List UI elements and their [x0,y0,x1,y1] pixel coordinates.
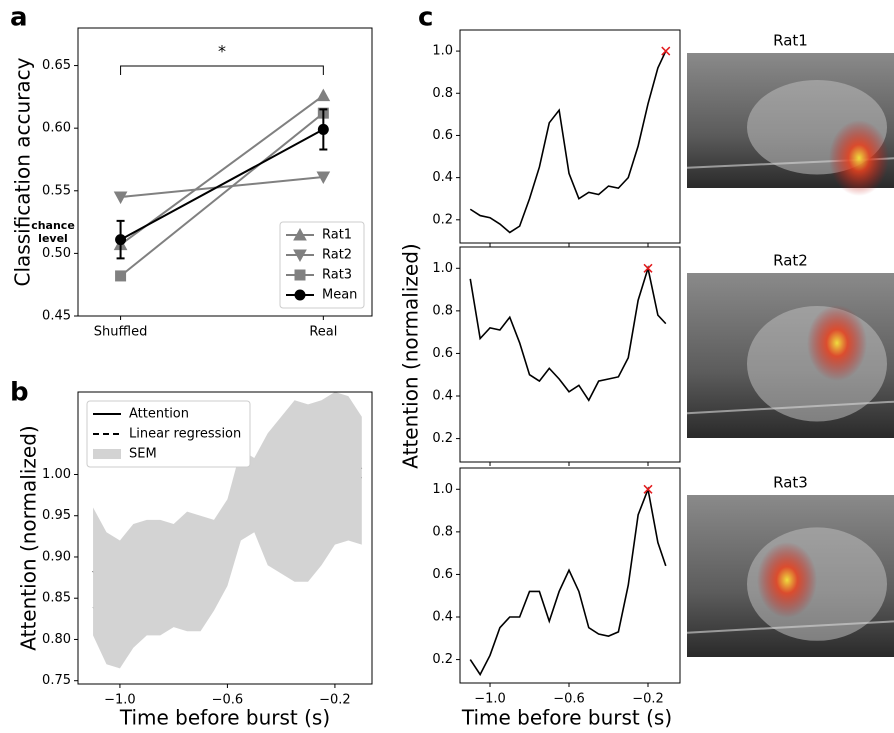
image-title: Rat3 [773,474,808,492]
y-tick-label: 1.0 [432,261,453,276]
panel-label: b [10,378,29,408]
platform-edge [686,400,894,415]
legend-marker [294,289,306,301]
series-line [469,50,667,234]
y-tick-label: 0.4 [432,610,453,625]
plot-frame [459,467,681,684]
series-line [119,94,324,246]
x-axis-label: Time before burst (s) [461,706,672,730]
plot-frame [77,27,373,317]
legend-label: Linear regression [129,427,241,442]
legend-marker [293,227,307,241]
legend-label: Attention [129,407,189,422]
legend-label: Mean [322,288,357,303]
y-axis-label: Attention (normalized) [399,243,423,468]
significance-label: * [218,42,226,61]
data-marker [316,88,331,102]
panel-label: a [10,3,28,33]
y-tick-label: 0.95 [42,508,71,523]
attention-heatmap [757,542,817,618]
y-tick-label: 0.55 [42,183,71,198]
legend-box [86,400,251,468]
y-tick-label: 0.8 [432,524,453,539]
legend-box [279,221,365,309]
attention-heatmap [829,120,889,196]
series-line [119,112,324,277]
y-tick-label: 1.00 [42,467,71,482]
y-tick-label: 0.65 [42,58,71,73]
y-tick-label: 0.60 [42,121,71,136]
attention-heatmap [807,305,867,381]
y-tick-label: 0.80 [42,632,71,647]
y-tick-label: 0.2 [432,212,453,227]
chance-label: level [38,232,68,245]
y-tick-label: 0.90 [42,549,71,564]
y-tick-label: 0.6 [432,567,453,582]
legend-label: SEM [129,447,157,462]
x-tick-label: −0.6 [212,693,244,708]
peak-marker [643,263,653,273]
x-tick-label: −0.2 [319,693,351,708]
image-title: Rat1 [773,32,808,50]
x-tick-label: −0.6 [553,692,585,707]
plot-area [460,247,680,462]
y-tick-label: 0.4 [432,170,453,185]
data-marker [115,234,127,246]
peak-marker [643,484,653,494]
y-tick-label: 0.50 [42,246,71,261]
y-axis-label: Attention (normalized) [17,425,41,650]
series-line [469,265,667,402]
chance-label: chance [31,219,75,232]
y-tick-label: 1.0 [432,44,453,59]
x-tick-label: −0.2 [632,692,664,707]
plot-frame [459,246,681,463]
plot-area [460,30,680,243]
y-tick-label: 0.75 [42,673,71,688]
plot-area [460,468,680,683]
x-tick-label: Real [309,325,337,340]
image-title: Rat2 [773,252,808,270]
y-tick-label: 0.4 [432,389,453,404]
panel-label: c [418,3,433,33]
y-tick-label: 0.6 [432,128,453,143]
plot-frame [77,391,373,685]
legend-label: Rat1 [322,228,352,243]
legend-marker [293,249,307,263]
data-marker [317,123,329,135]
y-tick-label: 0.6 [432,346,453,361]
plot-frame [459,29,681,244]
y-tick-label: 0.45 [42,309,71,324]
legend-label: Rat3 [322,268,352,283]
legend-label: Rat2 [322,248,352,263]
significance-bracket [120,65,324,75]
x-axis-label: Time before burst (s) [119,706,330,730]
y-tick-label: 1.0 [432,482,453,497]
y-tick-label: 0.8 [432,303,453,318]
sem-band [93,392,362,669]
x-tick-label: −1.0 [104,693,136,708]
data-marker [316,171,331,185]
data-marker [113,191,128,205]
platform-edge [686,620,894,634]
y-axis-label: Classification accuracy [11,57,35,286]
y-tick-label: 0.2 [432,652,453,667]
data-marker [115,270,127,282]
legend-swatch [93,449,121,459]
legend-marker [294,269,306,281]
peak-marker [661,46,671,56]
y-tick-label: 0.85 [42,591,71,606]
y-tick-label: 0.8 [432,86,453,101]
series-line [120,128,324,241]
series-line [469,486,667,677]
x-tick-label: Shuffled [94,325,148,340]
y-tick-label: 0.2 [432,431,453,446]
x-tick-label: −1.0 [474,692,506,707]
series-line [120,176,324,199]
